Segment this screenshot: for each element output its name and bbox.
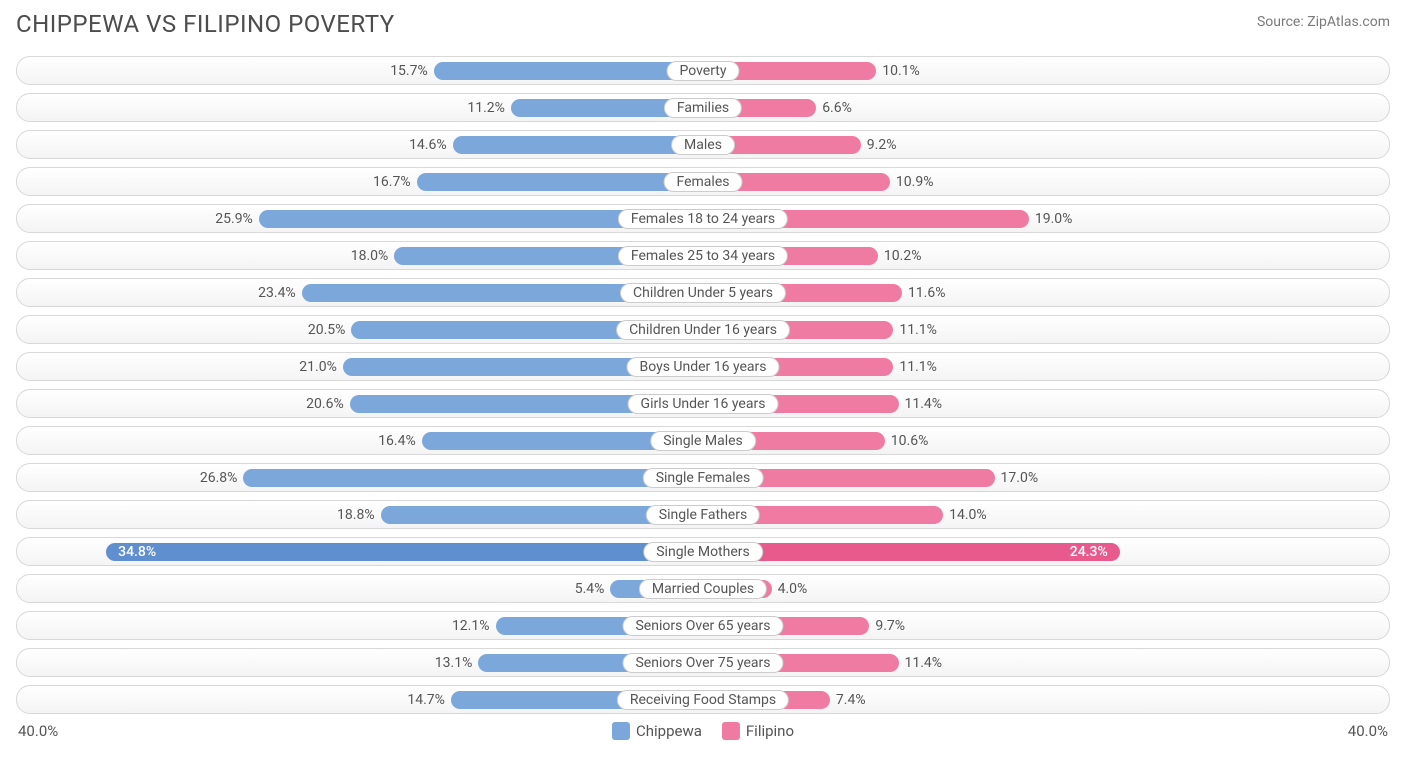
legend-item-right: Filipino — [722, 722, 794, 740]
value-left: 25.9% — [215, 211, 253, 227]
category-label: Married Couples — [639, 579, 767, 599]
axis-labels: 40.0% Chippewa Filipino 40.0% — [16, 722, 1390, 740]
value-left: 21.0% — [299, 359, 337, 375]
category-label: Single Females — [643, 468, 764, 488]
value-right: 11.1% — [899, 322, 937, 338]
category-label: Children Under 5 years — [620, 283, 786, 303]
chart-row: 20.5% 11.1% Children Under 16 years — [16, 315, 1390, 344]
category-label: Males — [671, 135, 735, 155]
category-label: Receiving Food Stamps — [617, 690, 789, 710]
value-right: 17.0% — [1001, 470, 1039, 486]
value-right: 7.4% — [836, 692, 866, 708]
chart-row: 14.7% 7.4% Receiving Food Stamps — [16, 685, 1390, 714]
chart-row: 11.2% 6.6% Families — [16, 93, 1390, 122]
value-left: 20.5% — [308, 322, 346, 338]
bar-left — [453, 136, 703, 154]
bar-left — [106, 543, 703, 561]
value-right: 19.0% — [1035, 211, 1073, 227]
chart-row: 20.6% 11.4% Girls Under 16 years — [16, 389, 1390, 418]
chart-row: 18.8% 14.0% Single Fathers — [16, 500, 1390, 529]
category-label: Children Under 16 years — [616, 320, 790, 340]
chart-row: 34.8% 24.3% Single Mothers — [16, 537, 1390, 566]
category-label: Seniors Over 65 years — [622, 616, 783, 636]
bar-left — [417, 173, 703, 191]
legend-item-left: Chippewa — [612, 722, 702, 740]
value-right: 9.2% — [867, 137, 897, 153]
value-left: 16.4% — [378, 433, 416, 449]
value-left: 18.8% — [337, 507, 375, 523]
diverging-bar-chart: 15.7% 10.1% Poverty 11.2% 6.6% Families 14.6% 9… — [16, 56, 1390, 714]
chart-row: 16.7% 10.9% Females — [16, 167, 1390, 196]
value-left: 14.7% — [407, 692, 445, 708]
chart-row: 23.4% 11.6% Children Under 5 years — [16, 278, 1390, 307]
value-left: 15.7% — [390, 63, 428, 79]
value-left: 20.6% — [306, 396, 344, 412]
legend-label-right: Filipino — [746, 722, 794, 740]
category-label: Seniors Over 75 years — [622, 653, 783, 673]
category-label: Single Fathers — [646, 505, 760, 525]
category-label: Single Males — [650, 431, 756, 451]
value-right: 24.3% — [1070, 544, 1108, 560]
value-right: 10.1% — [882, 63, 920, 79]
value-left: 23.4% — [258, 285, 296, 301]
axis-left-max: 40.0% — [18, 722, 58, 740]
chart-source: Source: ZipAtlas.com — [1257, 14, 1390, 30]
value-right: 11.1% — [899, 359, 937, 375]
value-right: 4.0% — [778, 581, 808, 597]
chart-row: 5.4% 4.0% Married Couples — [16, 574, 1390, 603]
value-right: 10.9% — [896, 174, 934, 190]
category-label: Families — [664, 98, 742, 118]
value-right: 10.2% — [884, 248, 922, 264]
value-right: 10.6% — [891, 433, 929, 449]
value-left: 12.1% — [452, 618, 490, 634]
chart-row: 12.1% 9.7% Seniors Over 65 years — [16, 611, 1390, 640]
value-right: 11.4% — [905, 655, 943, 671]
axis-right-max: 40.0% — [1348, 722, 1388, 740]
chart-title: CHIPPEWA VS FILIPINO POVERTY — [16, 10, 395, 38]
category-label: Single Mothers — [643, 542, 763, 562]
chart-header: CHIPPEWA VS FILIPINO POVERTY Source: Zip… — [16, 10, 1390, 38]
value-left: 18.0% — [351, 248, 389, 264]
value-left: 14.6% — [409, 137, 447, 153]
bar-left — [243, 469, 703, 487]
value-left: 11.2% — [467, 100, 505, 116]
chart-row: 16.4% 10.6% Single Males — [16, 426, 1390, 455]
category-label: Females 25 to 34 years — [618, 246, 788, 266]
value-right: 6.6% — [822, 100, 852, 116]
chart-row: 15.7% 10.1% Poverty — [16, 56, 1390, 85]
chart-row: 21.0% 11.1% Boys Under 16 years — [16, 352, 1390, 381]
value-right: 11.4% — [905, 396, 943, 412]
bar-right — [703, 543, 1120, 561]
category-label: Poverty — [666, 61, 739, 81]
category-label: Females 18 to 24 years — [618, 209, 788, 229]
legend-label-left: Chippewa — [636, 722, 702, 740]
chart-row: 13.1% 11.4% Seniors Over 75 years — [16, 648, 1390, 677]
category-label: Girls Under 16 years — [628, 394, 779, 414]
legend-swatch-right — [722, 722, 740, 740]
value-left: 16.7% — [373, 174, 411, 190]
chart-row: 14.6% 9.2% Males — [16, 130, 1390, 159]
value-left: 34.8% — [118, 544, 156, 560]
legend-swatch-left — [612, 722, 630, 740]
legend: Chippewa Filipino — [612, 722, 794, 740]
value-left: 13.1% — [435, 655, 473, 671]
chart-row: 18.0% 10.2% Females 25 to 34 years — [16, 241, 1390, 270]
chart-row: 25.9% 19.0% Females 18 to 24 years — [16, 204, 1390, 233]
chart-row: 26.8% 17.0% Single Females — [16, 463, 1390, 492]
value-right: 9.7% — [875, 618, 905, 634]
category-label: Boys Under 16 years — [626, 357, 779, 377]
value-left: 5.4% — [575, 581, 605, 597]
value-right: 14.0% — [949, 507, 987, 523]
category-label: Females — [664, 172, 743, 192]
value-left: 26.8% — [200, 470, 238, 486]
value-right: 11.6% — [908, 285, 946, 301]
bar-left — [434, 62, 703, 80]
